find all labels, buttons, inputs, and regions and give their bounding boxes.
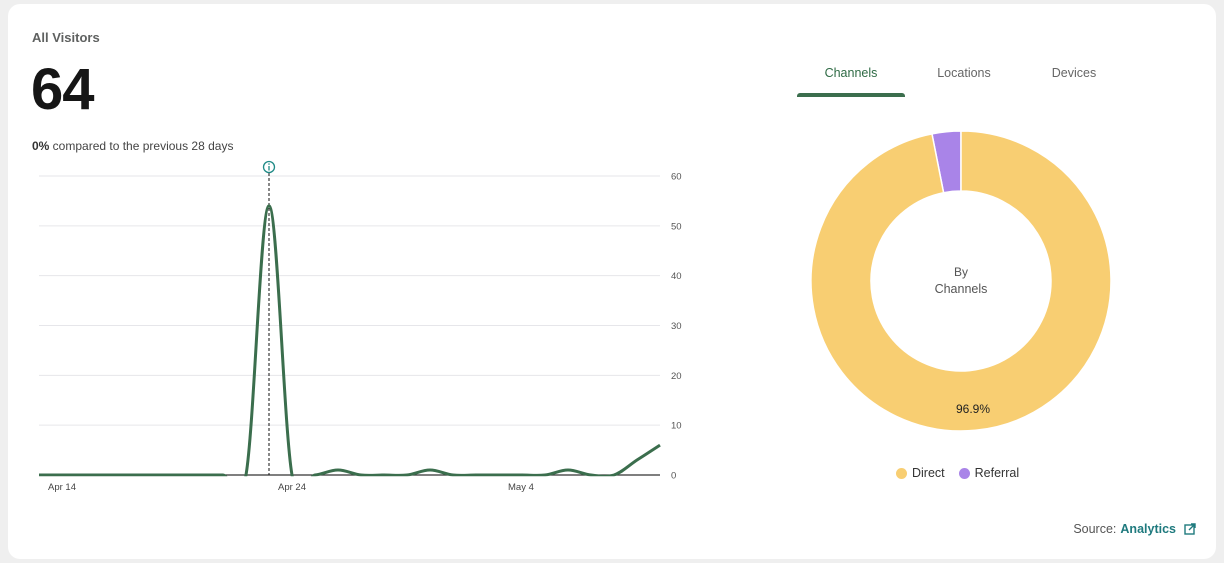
comparison-percent: 0%: [32, 139, 50, 153]
external-link-icon[interactable]: [1184, 523, 1196, 535]
breakdown-tabs: Channels Locations Devices: [796, 66, 1126, 98]
legend-item-direct[interactable]: Direct: [896, 466, 945, 480]
donut-slice-direct[interactable]: [810, 130, 1112, 432]
donut-center-line1: By: [954, 265, 968, 279]
source-footer: Source: Analytics: [1073, 522, 1196, 536]
donut-center-line2: Channels: [935, 282, 988, 296]
tab-channels[interactable]: Channels: [797, 66, 905, 98]
svg-text:40: 40: [671, 271, 682, 282]
active-tab-indicator: [797, 93, 905, 97]
svg-text:30: 30: [671, 321, 682, 332]
channels-donut-chart: By Channels 96.9%: [810, 130, 1112, 432]
svg-text:0: 0: [671, 471, 676, 482]
tab-devices[interactable]: Devices: [1051, 66, 1097, 80]
svg-text:Apr 24: Apr 24: [278, 482, 306, 493]
svg-text:60: 60: [671, 172, 682, 183]
visitors-line: [38, 204, 661, 477]
donut-legend: Direct Referral: [896, 466, 1019, 480]
svg-text:50: 50: [671, 221, 682, 232]
referral-swatch-icon: [958, 467, 970, 479]
analytics-link[interactable]: Analytics: [1120, 522, 1176, 536]
svg-text:May 4: May 4: [508, 482, 534, 493]
direct-swatch-icon: [896, 467, 907, 479]
all-visitors-card: [8, 4, 1216, 559]
card-title: All Visitors: [32, 30, 100, 45]
comparison-label: compared to the previous 28 days: [49, 139, 234, 153]
visitors-line-chart: 0 10 20 30 40 50 60 Apr 14 Apr 24 May 4: [38, 160, 682, 493]
visitor-count: 64: [31, 57, 95, 122]
legend-item-referral[interactable]: Referral: [958, 466, 1019, 480]
svg-text:20: 20: [671, 371, 682, 382]
svg-text:Apr 14: Apr 14: [48, 482, 76, 493]
svg-text:10: 10: [671, 421, 682, 432]
comparison-text: 0% compared to the previous 28 days: [32, 139, 233, 153]
tab-locations[interactable]: Locations: [937, 66, 991, 80]
donut-slice-label: 96.9%: [956, 402, 990, 416]
source-prefix: Source:: [1073, 522, 1117, 536]
